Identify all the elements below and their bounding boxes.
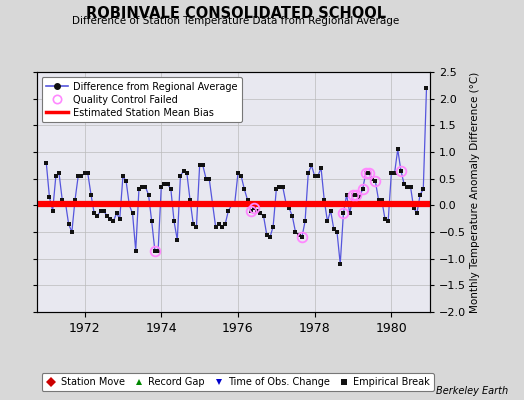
Text: Berkeley Earth: Berkeley Earth xyxy=(436,386,508,396)
Text: ROBINVALE CONSOLIDATED SCHOOL: ROBINVALE CONSOLIDATED SCHOOL xyxy=(86,6,386,21)
Legend: Station Move, Record Gap, Time of Obs. Change, Empirical Break: Station Move, Record Gap, Time of Obs. C… xyxy=(41,373,434,391)
Text: Difference of Station Temperature Data from Regional Average: Difference of Station Temperature Data f… xyxy=(72,16,399,26)
Legend: Difference from Regional Average, Quality Control Failed, Estimated Station Mean: Difference from Regional Average, Qualit… xyxy=(41,77,242,122)
Y-axis label: Monthly Temperature Anomaly Difference (°C): Monthly Temperature Anomaly Difference (… xyxy=(470,71,480,313)
